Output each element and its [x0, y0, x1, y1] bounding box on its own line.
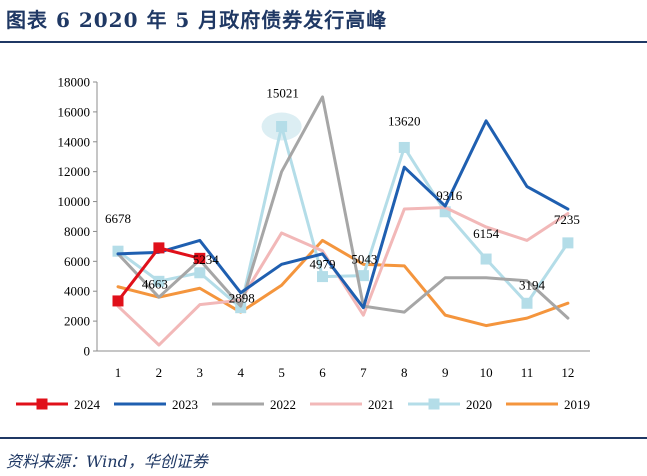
- data-label: 5234: [193, 252, 220, 267]
- legend-label-2020: 2020: [466, 397, 492, 412]
- y-tick-label: 14000: [58, 134, 91, 149]
- legend-label-2021: 2021: [368, 397, 394, 412]
- data-label: 6678: [105, 211, 131, 226]
- data-point-2020: [112, 245, 124, 257]
- series-line-2020: [116, 125, 570, 310]
- title-divider: [0, 41, 647, 43]
- data-point-2020: [521, 297, 533, 309]
- legend-label-2019: 2019: [564, 397, 590, 412]
- x-tick-label: 12: [561, 365, 574, 380]
- legend-label-2024: 2024: [74, 397, 101, 412]
- data-label: 2898: [229, 291, 255, 306]
- y-tick-label: 4000: [64, 284, 90, 299]
- data-point-2020: [276, 121, 288, 133]
- legend-label-2023: 2023: [172, 397, 198, 412]
- data-point-2020: [480, 253, 492, 265]
- data-point-2020: [153, 275, 165, 287]
- y-tick-label: 0: [84, 344, 91, 359]
- data-label: 4979: [310, 257, 336, 272]
- y-tick-label: 6000: [64, 254, 90, 269]
- x-tick-label: 8: [401, 365, 408, 380]
- y-tick-label: 16000: [58, 104, 91, 119]
- series-line-2022: [116, 95, 570, 320]
- data-point-2020: [439, 206, 451, 218]
- series-line-2023: [116, 119, 570, 310]
- source-note: 资料来源：Wind，华创证券: [6, 452, 208, 471]
- data-point-2020: [317, 271, 328, 283]
- data-label: 5043: [351, 252, 377, 267]
- data-label: 15021: [266, 86, 299, 101]
- data-point-2024: [194, 252, 206, 264]
- line-chart: 0 2000 4000 6000 8000 10000 12000 14000 16000 180…: [16, 75, 590, 412]
- data-point-2020: [235, 302, 247, 314]
- y-tick-label: 10000: [58, 194, 91, 209]
- x-tick-label: 2: [156, 365, 163, 380]
- data-point-2024: [112, 295, 124, 307]
- series-line-2019: [116, 238, 570, 328]
- data-label: 3194: [519, 277, 546, 292]
- y-tick-label: 8000: [64, 224, 90, 239]
- data-label: 6154: [473, 226, 500, 241]
- data-point-2020: [194, 267, 206, 279]
- data-point-2020: [562, 237, 574, 249]
- x-tick-label: 3: [197, 365, 204, 380]
- x-tick-label: 6: [319, 365, 326, 380]
- x-tick-label: 5: [278, 365, 285, 380]
- data-point-2020: [398, 141, 410, 153]
- x-tick-label: 10: [480, 365, 493, 380]
- data-point-2024: [153, 242, 165, 254]
- y-tick-label: 2000: [64, 314, 90, 329]
- x-tick-label: 11: [521, 365, 534, 380]
- footer-divider: [0, 437, 647, 439]
- data-label: 9316: [436, 188, 463, 203]
- data-point-2020: [357, 270, 369, 282]
- data-label: 7235: [554, 212, 580, 227]
- data-label: 4663: [142, 276, 168, 291]
- y-tick-label: 12000: [58, 164, 91, 179]
- x-tick-label: 4: [237, 365, 244, 380]
- x-tick-label: 7: [360, 365, 367, 380]
- x-tick-label: 9: [442, 365, 449, 380]
- y-tick-label: 18000: [58, 75, 91, 90]
- data-label: 13620: [388, 113, 421, 128]
- chart-title: 图表 6 2020 年 5 月政府债券发行高峰: [6, 8, 388, 32]
- legend-marker-2020: [428, 398, 440, 410]
- legend-marker-2024: [36, 398, 48, 410]
- x-tick-label: 1: [115, 365, 122, 380]
- legend-label-2022: 2022: [270, 397, 296, 412]
